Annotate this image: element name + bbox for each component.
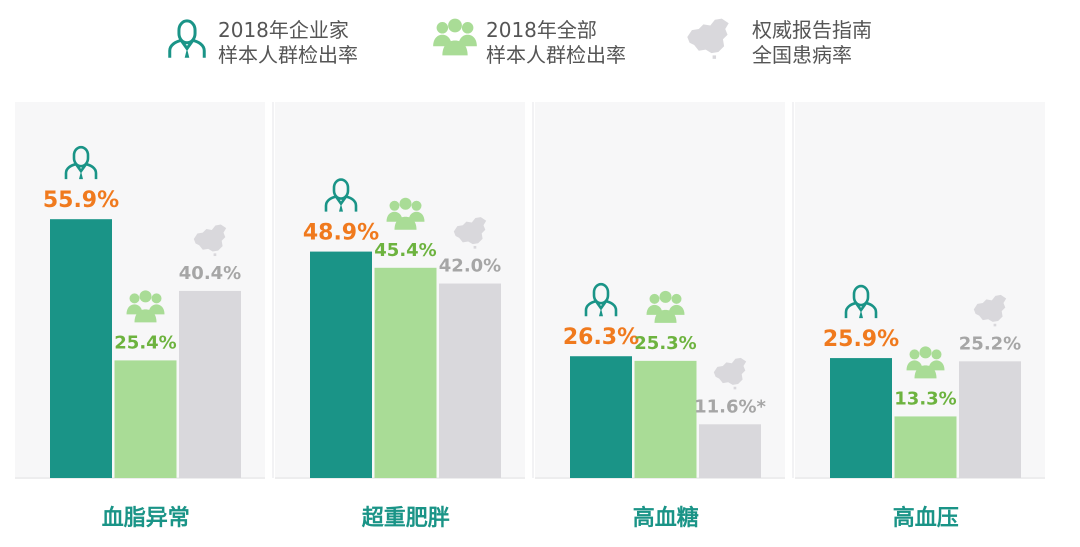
category-label: 超重肥胖 — [362, 505, 450, 531]
bar — [374, 267, 437, 478]
bar — [699, 424, 761, 478]
data-label: 40.4% — [179, 263, 241, 284]
data-label: 48.9% — [303, 221, 379, 246]
bar — [634, 360, 697, 478]
data-label: 25.3% — [634, 333, 696, 354]
data-label: 55.9% — [43, 188, 119, 213]
data-label: 25.2% — [959, 333, 1021, 354]
bar — [894, 416, 957, 478]
legend-entrepreneur-line1: 2018年企业家 — [218, 18, 349, 42]
category-label: 血脂异常 — [102, 505, 190, 531]
group-icon — [433, 18, 477, 56]
bar — [179, 290, 241, 478]
legend-national-line1: 权威报告指南 — [752, 18, 872, 42]
bar — [439, 283, 501, 478]
china-map-icon — [687, 18, 729, 59]
legend-entrepreneur-line2: 样本人群检出率 — [218, 43, 358, 67]
legend-national-line2: 全国患病率 — [752, 43, 852, 67]
bar-chart: 55.9% 25.4% 40.4% 48.9%45.4%42.0% 26.3%25.3%… — [15, 102, 1045, 531]
data-label: 25.9% — [823, 327, 899, 352]
bar — [114, 360, 177, 478]
data-label: 25.4% — [114, 332, 176, 353]
legend: 2018年企业家 样本人群检出率 2018年全部 样本人群检出率 权威报告指南 … — [0, 0, 1080, 80]
bar — [570, 356, 632, 478]
category-label: 高血压 — [893, 505, 959, 531]
data-label: 26.3% — [563, 325, 639, 350]
bar — [830, 358, 892, 478]
data-label: 45.4% — [374, 240, 436, 261]
data-label: 11.6%* — [694, 396, 766, 417]
bar — [310, 251, 372, 478]
bar — [50, 219, 112, 479]
bar — [959, 361, 1021, 478]
data-label: 13.3% — [894, 388, 956, 409]
data-label: 42.0% — [439, 256, 501, 277]
person-icon — [168, 19, 206, 58]
legend-all-line1: 2018年全部 — [486, 18, 597, 42]
category-label: 高血糖 — [633, 505, 699, 531]
legend-all-line2: 样本人群检出率 — [486, 43, 626, 67]
